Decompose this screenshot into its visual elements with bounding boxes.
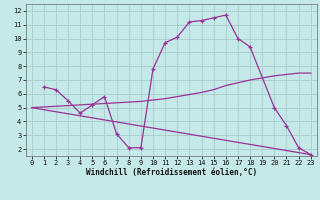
X-axis label: Windchill (Refroidissement éolien,°C): Windchill (Refroidissement éolien,°C)	[86, 168, 257, 177]
